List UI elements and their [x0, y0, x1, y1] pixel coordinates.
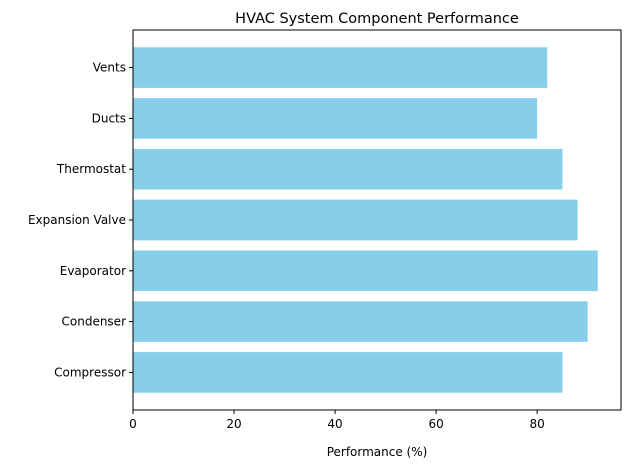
y-tick-label: Condenser [62, 315, 127, 329]
x-tick-label: 0 [129, 417, 137, 431]
y-tick-label: Compressor [54, 365, 126, 379]
x-axis-label: Performance (%) [327, 445, 428, 459]
y-tick-label: Thermostat [56, 162, 126, 176]
bar-vents [133, 47, 548, 88]
bar-evaporator [133, 250, 598, 292]
bar-condenser [133, 301, 588, 342]
bar-ducts [133, 98, 538, 139]
x-tick-label: 40 [327, 417, 342, 431]
x-tick-label: 80 [530, 417, 545, 431]
y-tick-label: Expansion Valve [28, 213, 126, 227]
y-tick-label: Vents [93, 61, 126, 75]
y-tick-label: Ducts [92, 111, 126, 125]
x-tick-label: 20 [226, 417, 241, 431]
bar-thermostat [133, 148, 563, 190]
bar-expansion-valve [133, 199, 578, 241]
y-tick-label: Evaporator [60, 264, 126, 278]
x-tick-label: 60 [428, 417, 443, 431]
chart-title: HVAC System Component Performance [235, 11, 519, 27]
bar-compressor [133, 352, 563, 393]
